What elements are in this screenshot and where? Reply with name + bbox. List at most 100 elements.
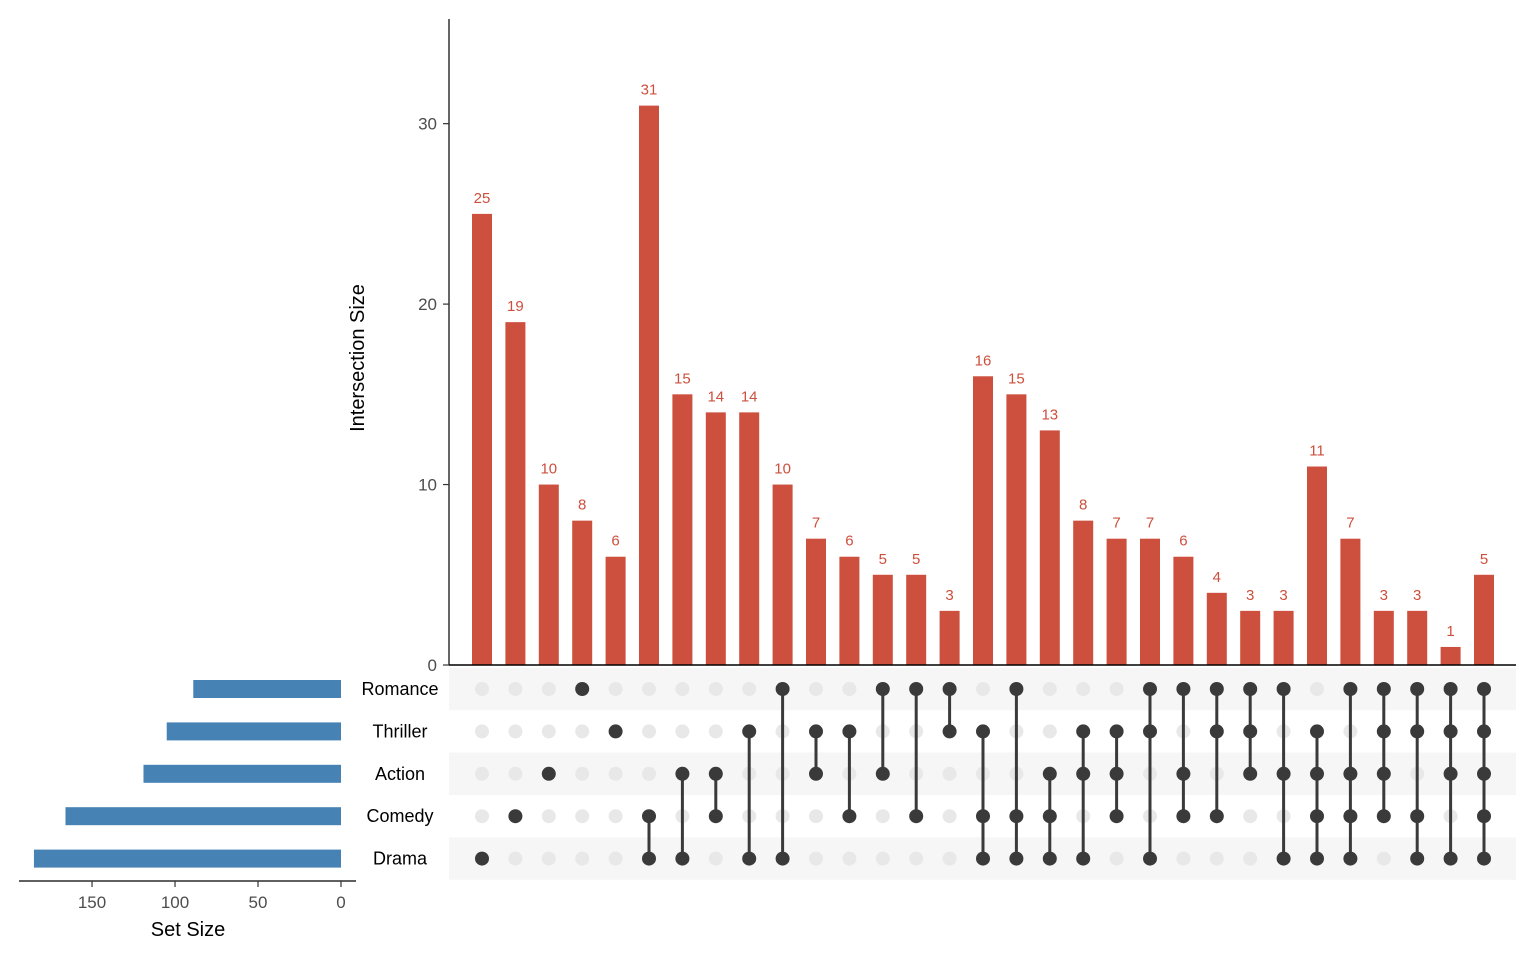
matrix-dot-inactive: [541, 682, 556, 696]
matrix-dot-active: [1143, 724, 1157, 739]
matrix-dot-active: [1109, 766, 1124, 781]
intersection-bar: [639, 105, 659, 666]
intersection-size-axis: 0 10 20 30: [418, 19, 1516, 675]
intersection-bar-label: 8: [578, 497, 586, 514]
matrix-dot-active: [1477, 682, 1491, 696]
matrix-dot-inactive: [875, 809, 890, 824]
matrix-dot-active: [809, 766, 823, 781]
intersection-bar-label: 5: [1480, 551, 1488, 568]
matrix-dot-inactive: [976, 682, 990, 696]
intersection-bar-label: 7: [1112, 515, 1120, 532]
matrix-dot-active: [976, 724, 990, 739]
matrix-dot-inactive: [508, 851, 523, 866]
matrix-dot-active: [1276, 766, 1291, 781]
set-size-bar-drama: [33, 849, 342, 868]
intersection-bar-label: 6: [845, 533, 853, 550]
intersection-bar-label: 11: [1309, 443, 1325, 460]
intersection-bar: [1140, 538, 1160, 665]
matrix-dot-active: [1343, 766, 1358, 781]
y-tick-label: 20: [418, 295, 437, 314]
intersection-bar: [1307, 466, 1327, 665]
matrix-dot-active: [842, 724, 857, 739]
matrix-dot-inactive: [708, 724, 723, 739]
matrix-dot-inactive: [608, 851, 623, 866]
matrix-dot-inactive: [708, 682, 723, 696]
matrix-dot-active: [1477, 851, 1491, 866]
matrix-dot-inactive: [541, 724, 556, 739]
matrix-dot-active: [1143, 851, 1157, 866]
matrix-dot-inactive: [1310, 682, 1324, 696]
matrix-dot-inactive: [508, 766, 523, 781]
intersection-bar: [973, 376, 993, 665]
intersection-bar: [1206, 592, 1227, 665]
matrix-dot-active: [1176, 766, 1191, 781]
intersection-bar-label: 5: [912, 551, 920, 568]
matrix-dot-inactive: [1076, 682, 1091, 696]
intersection-bar-label: 1: [1446, 623, 1454, 640]
y-tick-label: 10: [418, 476, 437, 495]
matrix-dot-active: [1310, 724, 1324, 739]
intersection-bar-label: 3: [945, 587, 953, 604]
matrix-dot-active: [1443, 682, 1458, 696]
matrix-dot-inactive: [642, 682, 656, 696]
matrix-dot-inactive: [809, 682, 823, 696]
matrix-dot-active: [1443, 724, 1458, 739]
matrix-dot-active: [1410, 851, 1425, 866]
intersection-bar-label: 15: [674, 370, 691, 387]
matrix-dot-inactive: [809, 851, 823, 866]
matrix-dot-active: [1243, 766, 1258, 781]
matrix-dot-active: [1310, 851, 1324, 866]
matrix-dot-active: [708, 809, 723, 824]
matrix-dot-active: [1143, 682, 1157, 696]
matrix-dot-inactive: [475, 766, 489, 781]
intersection-bar-label: 14: [707, 388, 724, 405]
intersection-bar: [872, 574, 893, 665]
intersection-bar: [605, 556, 626, 665]
matrix-dot-active: [1276, 682, 1291, 696]
matrix-dot-inactive: [1376, 851, 1391, 866]
matrix-dot-inactive: [1176, 851, 1191, 866]
matrix-dot-active: [875, 682, 890, 696]
matrix-dot-active: [1443, 766, 1458, 781]
matrix-dot-active: [1376, 682, 1391, 696]
intersection-bar-label: 3: [1246, 587, 1254, 604]
intersection-bar-label: 13: [1041, 406, 1058, 423]
matrix-dot-inactive: [575, 851, 590, 866]
set-size-tick-label: 150: [78, 893, 106, 912]
matrix-dot-inactive: [675, 682, 690, 696]
matrix-dot-active: [642, 809, 656, 824]
matrix-dot-active: [1477, 724, 1491, 739]
intersection-bar-label: 19: [507, 298, 524, 315]
intersection-bar: [1106, 538, 1127, 665]
intersection-bar-label: 3: [1279, 587, 1287, 604]
matrix-dot-active: [508, 809, 523, 824]
intersection-bar-label: 8: [1079, 497, 1087, 514]
matrix-dot-inactive: [475, 724, 489, 739]
set-size-bar-comedy: [65, 807, 341, 826]
matrix-dot-active: [1042, 766, 1057, 781]
intersection-bar-label: 16: [975, 352, 992, 369]
matrix-dot-active: [1076, 724, 1091, 739]
matrix-dot-inactive: [575, 724, 590, 739]
matrix-dot-inactive: [575, 809, 590, 824]
set-size-bar-action: [143, 764, 341, 783]
intersection-bar: [939, 610, 960, 665]
y-tick-label: 30: [418, 115, 437, 134]
matrix-dot-active: [675, 851, 690, 866]
matrix-dot-inactive: [1042, 724, 1057, 739]
matrix-dot-active: [1310, 809, 1324, 824]
matrix-dot-inactive: [475, 682, 489, 696]
set-label-comedy: Comedy: [366, 806, 433, 826]
matrix-dot-inactive: [608, 766, 623, 781]
intersection-bar: [1173, 556, 1194, 665]
matrix-dot-inactive: [909, 851, 924, 866]
matrix-dot-active: [1209, 724, 1224, 739]
intersection-bars: [472, 105, 1494, 666]
intersection-bar: [906, 574, 927, 665]
matrix-dot-inactive: [541, 851, 556, 866]
matrix-dot-inactive: [642, 766, 656, 781]
intersection-bar-label: 3: [1413, 587, 1421, 604]
matrix-dot-inactive: [942, 809, 957, 824]
